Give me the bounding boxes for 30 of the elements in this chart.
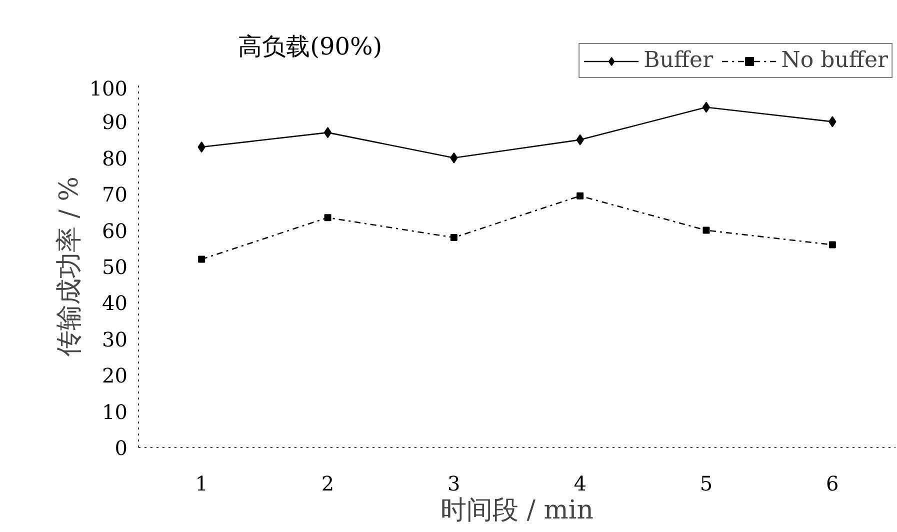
y-tick-label: 40 xyxy=(102,291,128,316)
point xyxy=(702,226,710,234)
point xyxy=(576,192,584,200)
legend-label: Buffer xyxy=(644,48,714,73)
x-tick-label: 5 xyxy=(700,472,713,496)
x-tick-label: 4 xyxy=(574,472,586,496)
point xyxy=(324,127,332,138)
y-tick-label: 100 xyxy=(89,76,128,100)
point xyxy=(324,214,332,222)
y-tick-label: 20 xyxy=(102,364,128,388)
x-axis-title: 时间段 / min xyxy=(440,496,594,526)
y-tick-label: 90 xyxy=(102,110,128,134)
point xyxy=(828,241,836,248)
y-tick-label: 0 xyxy=(114,436,128,460)
y-tick-label: 50 xyxy=(102,255,128,279)
y-tick-label: 70 xyxy=(102,182,128,207)
y-tick-label: 60 xyxy=(102,218,128,243)
point xyxy=(450,234,458,242)
chart-title: 高负载(90%) xyxy=(238,32,382,60)
y-tick-label: 80 xyxy=(102,146,128,170)
x-tick-label: 3 xyxy=(448,472,460,496)
x-tick-label: 2 xyxy=(321,472,334,496)
point xyxy=(198,256,206,263)
y-tick-label: 30 xyxy=(102,327,128,352)
legend-label: No buffer xyxy=(781,48,888,73)
y-tick-label: 10 xyxy=(102,400,128,424)
x-tick-label: 1 xyxy=(195,472,208,496)
x-tick-label: 6 xyxy=(826,472,839,496)
y-axis-title: 传输成功率 / % xyxy=(54,176,84,356)
point xyxy=(702,102,710,113)
